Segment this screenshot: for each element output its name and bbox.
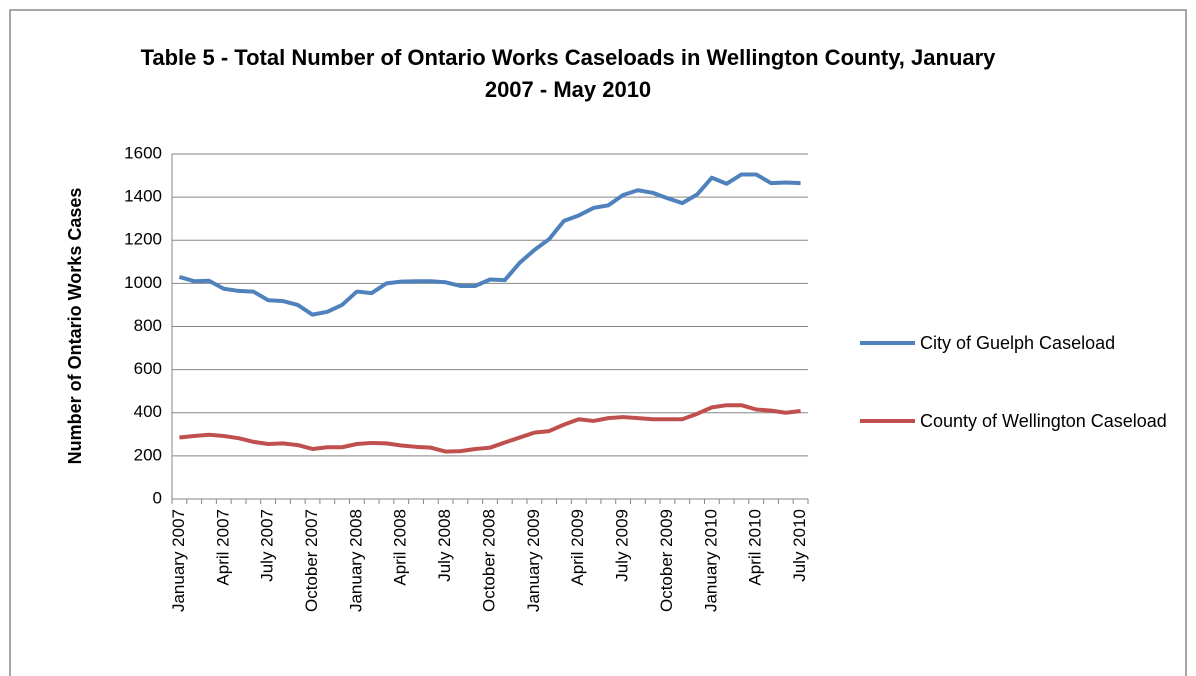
x-tick-label: April 2010	[746, 509, 765, 586]
x-tick-label: April 2008	[391, 509, 410, 586]
y-tick-label: 1000	[124, 273, 162, 292]
x-tick-label: January 2010	[701, 509, 720, 612]
y-tick-label: 1200	[124, 230, 162, 249]
legend-label: City of Guelph Caseload	[920, 333, 1116, 353]
x-tick-label: January 2008	[346, 509, 365, 612]
x-tick-label: January 2007	[169, 509, 188, 612]
x-tick-label: July 2008	[435, 509, 454, 582]
y-tick-label: 0	[153, 488, 162, 507]
legend-label: County of Wellington Caseload	[920, 411, 1167, 431]
y-tick-label: 1600	[124, 143, 162, 162]
x-tick-label: July 2010	[790, 509, 809, 582]
chart-border	[9, 9, 1187, 676]
y-tick-label: 600	[134, 359, 162, 378]
x-tick-label: July 2007	[258, 509, 277, 582]
y-tick-label: 200	[134, 445, 162, 464]
y-axis-title: Number of Ontario Works Cases	[65, 188, 85, 465]
x-tick-label: July 2009	[613, 509, 632, 582]
x-tick-label: April 2007	[213, 509, 232, 586]
series-line	[178, 172, 801, 317]
x-tick-label: October 2009	[657, 509, 676, 612]
y-tick-label: 400	[134, 402, 162, 421]
y-tick-label: 800	[134, 316, 162, 335]
chart-title: Table 5 - Total Number of Ontario Works …	[140, 45, 996, 102]
x-tick-label: January 2009	[524, 509, 543, 612]
series-line	[179, 403, 801, 454]
x-tick-label: October 2007	[302, 509, 321, 612]
x-tick-label: October 2008	[479, 509, 498, 612]
y-tick-label: 1400	[124, 187, 162, 206]
x-tick-label: April 2009	[568, 509, 587, 586]
